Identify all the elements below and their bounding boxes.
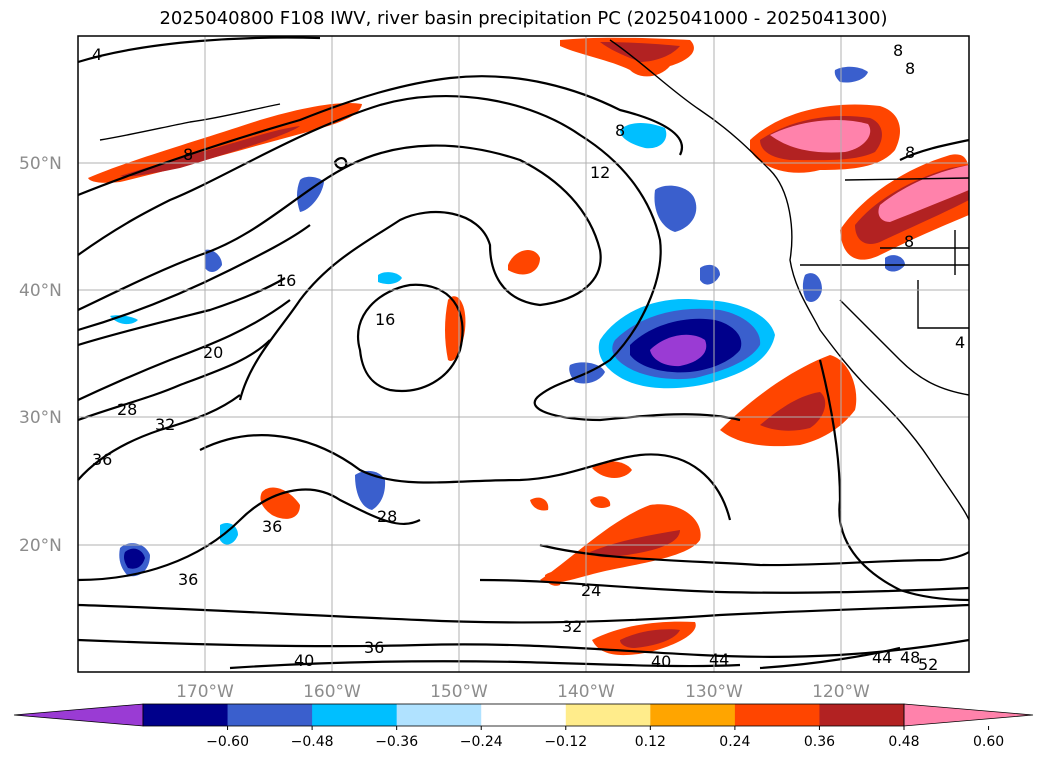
contour-label: 52: [918, 655, 938, 674]
colorbar-extend-min: [13, 703, 144, 727]
lon-label: 140°W: [557, 682, 615, 702]
contour-label: 8: [905, 143, 915, 162]
lon-label: 130°W: [685, 682, 743, 702]
colorbar-segment: [734, 704, 820, 726]
contour-36-bottom: [77, 638, 970, 658]
colorbar-segment: [396, 704, 482, 726]
contour-label: 36: [178, 570, 198, 589]
colorbar-tick-label: −0.36: [375, 734, 418, 750]
contour-label: 32: [562, 617, 582, 636]
gridlines: [78, 36, 969, 672]
contour-28-southb: [479, 578, 970, 594]
contour-label: 8: [183, 145, 193, 164]
contour-label: 16: [276, 271, 296, 290]
contour-28: [77, 299, 291, 401]
contour-16-outer: [77, 144, 602, 401]
contour-8-north: [77, 75, 683, 197]
contour-label: 8: [615, 121, 625, 140]
lat-label: 30°N: [19, 408, 62, 428]
shade-baja-plume: [720, 355, 857, 447]
contour-40: [229, 660, 741, 670]
contour-label: 32: [155, 415, 175, 434]
colorbar-extend-max: [903, 703, 1034, 727]
contour-label: 12: [590, 163, 610, 182]
contour-label: 40: [294, 651, 314, 670]
contour-32-south: [77, 603, 970, 624]
map-panel: 4 8 8 8 8 8 12 16 16 20 28 32 36 36 36 2…: [77, 35, 970, 674]
colorbar-tick-label: 0.24: [719, 734, 750, 750]
colorbar-tick-label: 0.12: [635, 734, 666, 750]
map-frame: [77, 35, 970, 673]
iwv-contours: [77, 36, 970, 670]
contour-label: 8: [905, 59, 915, 78]
lon-label: 150°W: [430, 682, 488, 702]
lon-axis: 170°W 160°W 150°W 140°W 130°W 120°W: [176, 682, 870, 702]
contour-4: [77, 36, 321, 64]
contour-24-south: [539, 543, 970, 567]
contour-label: 4: [92, 45, 102, 64]
lat-label: 50°N: [19, 154, 62, 174]
contour-28-south: [199, 434, 732, 521]
contour-12: [77, 95, 741, 422]
colorbar-segment: [650, 704, 736, 726]
colorbar-segment: [227, 704, 313, 726]
coastlines: [99, 39, 970, 521]
contour-label: 48: [900, 648, 920, 667]
contour-label: 44: [709, 650, 729, 669]
lon-label: 170°W: [176, 682, 234, 702]
colorbar-frame: [142, 703, 905, 727]
map-title: 2025040800 F108 IWV, river basin precipi…: [159, 8, 888, 29]
contour-label: 36: [364, 638, 384, 657]
contour-label: 8: [904, 232, 914, 251]
contour-32: [77, 339, 271, 422]
contour-20: [77, 224, 311, 332]
contour-label: 16: [375, 310, 395, 329]
contour-label: 28: [377, 507, 397, 526]
colorbar: −0.60 −0.48 −0.36 −0.24 −0.12 0.12 0.24 0.36 0.4…: [13, 703, 1034, 750]
contour-label: 36: [92, 450, 112, 469]
colorbar-segment: [819, 704, 905, 726]
contour-label: 36: [262, 517, 282, 536]
contour-8-inland: [899, 138, 970, 161]
contour-24: [77, 277, 286, 347]
colorbar-tick-label: 0.48: [888, 734, 919, 750]
lon-label: 160°W: [303, 682, 361, 702]
lon-label: 120°W: [812, 682, 870, 702]
colorbar-segment: [143, 704, 229, 726]
contour-label: 40: [651, 652, 671, 671]
contour-label: 44: [872, 648, 892, 667]
contour-16-inner: [357, 283, 464, 393]
colorbar-tick-label: 0.60: [973, 734, 1004, 750]
contour-label: 24: [581, 581, 601, 600]
colorbar-tick-label: 0.36: [804, 734, 835, 750]
colorbar-tick-label: −0.48: [291, 734, 334, 750]
colorbar-tick-label: −0.60: [206, 734, 249, 750]
lat-label: 20°N: [19, 536, 62, 556]
colorbar-tick-label: −0.12: [544, 734, 587, 750]
colorbar-tick-label: −0.24: [460, 734, 503, 750]
contour-label: 28: [117, 400, 137, 419]
contour-36-west: [77, 394, 241, 481]
contour-36-south: [77, 488, 421, 582]
colorbar-segment: [312, 704, 398, 726]
contour-labels: 4 8 8 8 8 8 12 16 16 20 28 32 36 36 36 2…: [92, 41, 965, 674]
lat-label: 40°N: [19, 281, 62, 301]
contour-label: 8: [893, 41, 903, 60]
colorbar-segment: [481, 704, 567, 726]
contour-coast: [818, 359, 970, 602]
lat-axis: 50°N 40°N 30°N 20°N: [19, 154, 62, 556]
contour-label: 4: [955, 333, 965, 352]
contour-label: 20: [203, 343, 223, 362]
colorbar-segment: [565, 704, 651, 726]
